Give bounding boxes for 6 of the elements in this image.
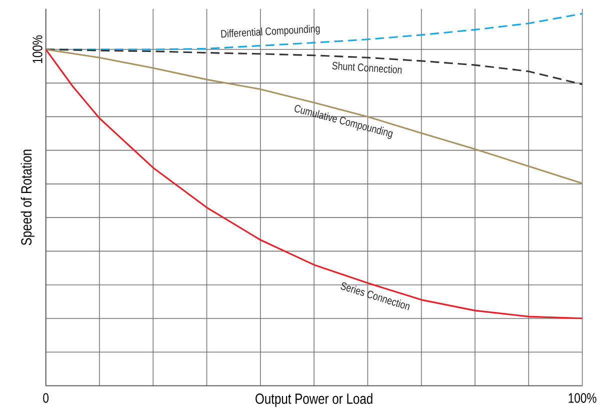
y-axis-title: Speed of Rotation [20,150,34,246]
x-axis-title: Output Power or Load [256,393,372,407]
series-label: Differential Compounding [221,24,320,38]
text: 100% [32,36,42,64]
series-label: Shunt Connection [332,62,402,74]
x-tick-label: 0 [43,393,49,403]
